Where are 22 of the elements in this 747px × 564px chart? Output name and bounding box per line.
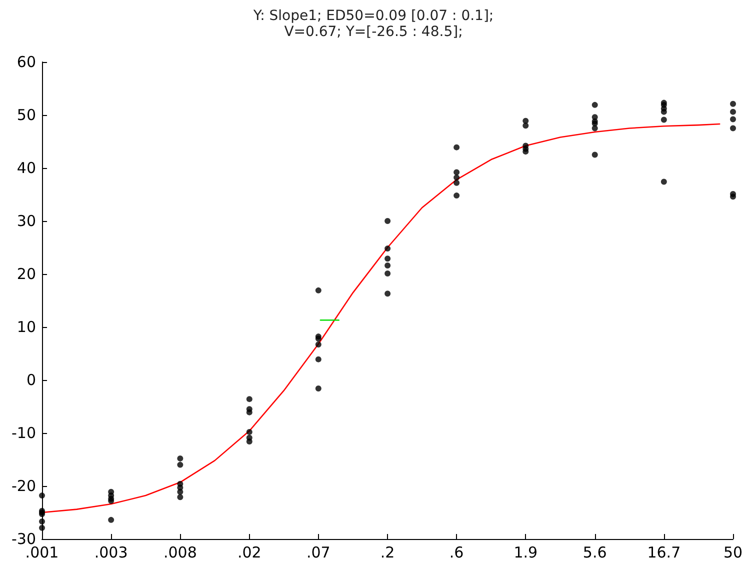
x-tick-label: .001: [25, 544, 59, 562]
chart-subtitle: V=0.67; Y=[-26.5 : 48.5];: [284, 24, 463, 40]
y-tick-label: 30: [16, 212, 36, 230]
x-tick-label: 16.7: [647, 544, 681, 562]
y-tick-label: 10: [16, 318, 36, 336]
y-tick-label: 40: [16, 159, 36, 177]
x-tick-label: .2: [380, 544, 395, 562]
x-tick-label: 5.6: [582, 544, 607, 562]
x-tick-label: .003: [94, 544, 128, 562]
y-tick-label: 60: [16, 53, 36, 71]
chart-title: Y: Slope1; ED50=0.09 [0.07 : 0.1];: [252, 8, 494, 24]
y-tick-label: 0: [26, 371, 36, 389]
y-tick-label: -10: [12, 424, 36, 442]
x-tick-label: .6: [449, 544, 464, 562]
x-tick-label: 1.9: [514, 544, 538, 562]
x-tick-label: .008: [163, 544, 197, 562]
y-tick-label: -20: [12, 477, 36, 495]
y-tick-label: 20: [16, 265, 36, 283]
x-tick-label: 50: [723, 544, 743, 562]
y-tick-label: 50: [16, 106, 36, 124]
x-tick-label: .02: [237, 544, 262, 562]
x-tick-label: .07: [306, 544, 330, 562]
